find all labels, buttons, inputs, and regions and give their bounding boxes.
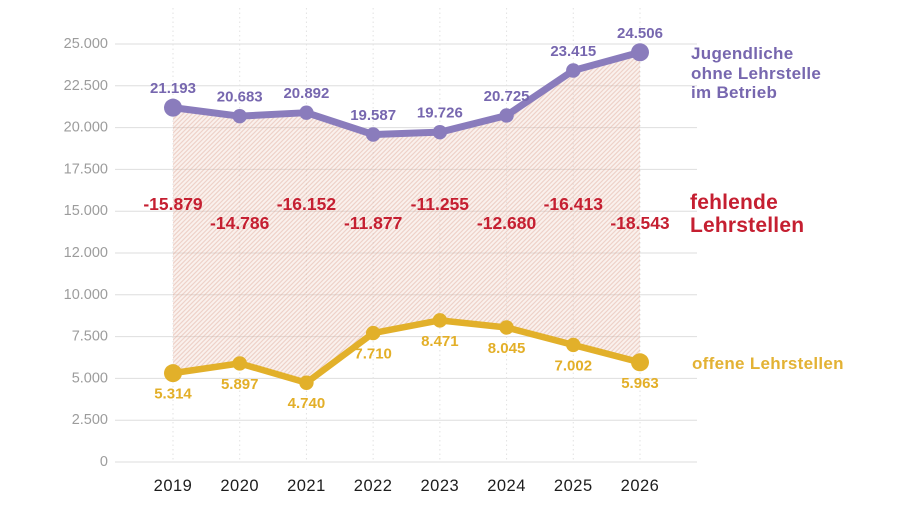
legend-jugendliche-line3: im Betrieb (691, 83, 778, 102)
gap-value-label: -11.877 (344, 213, 402, 233)
x-tick-label: 2022 (354, 477, 393, 495)
x-tick-label: 2020 (220, 477, 259, 495)
y-tick-label: 12.000 (64, 245, 108, 261)
y-tick-label: 17.500 (64, 161, 108, 177)
gap-value-label: -12.680 (477, 213, 537, 233)
legend-jugendliche-line1: Jugendliche (691, 44, 794, 63)
legend-fehlende-line2: Lehrstellen (690, 214, 805, 237)
series-jugendliche-point (299, 105, 314, 120)
x-tick-label: 2023 (420, 477, 459, 495)
x-tick-label: 2025 (554, 477, 593, 495)
gap-band-hatch (173, 52, 640, 383)
series-offene-point (232, 356, 247, 371)
series-jugendliche-point (232, 108, 247, 124)
series-offene-value-label: 7.710 (354, 346, 392, 363)
y-tick-label: 25.000 (64, 36, 108, 52)
legend-fehlende-line1: fehlende (690, 191, 778, 214)
series-jugendliche-value-label: 20.683 (217, 89, 263, 106)
series-jugendliche-value-label: 19.587 (350, 107, 396, 124)
y-tick-label: 0 (100, 454, 108, 470)
y-tick-label: 15.000 (64, 203, 108, 219)
legend-jugendliche-ohne-lehrstelle: Jugendliche ohne Lehrstelle im Betrieb (691, 44, 821, 103)
gap-value-label: -14.786 (210, 213, 270, 233)
series-jugendliche-line (169, 48, 644, 139)
series-jugendliche-value-label: 23.415 (550, 43, 596, 60)
series-jugendliche-point (566, 63, 581, 78)
legend-jugendliche-line2: ohne Lehrstelle (691, 63, 822, 83)
series-offene-line (169, 317, 644, 386)
series-offene-point (499, 320, 514, 335)
series-offene-value-label: 4.740 (288, 395, 326, 412)
gap-value-label: -11.255 (411, 194, 470, 214)
x-tick-label: 2024 (487, 477, 526, 495)
legend-fehlende-lehrstellen: fehlende Lehrstellen (690, 191, 804, 237)
y-tick-label: 7.500 (72, 329, 108, 345)
series-offene-value-label: 8.045 (488, 340, 526, 357)
gap-value-label: -16.152 (277, 194, 337, 214)
series-jugendliche-point (365, 127, 381, 142)
legend-offene-label: offene Lehrstellen (692, 354, 844, 373)
series-jugendliche-point (164, 98, 182, 117)
legend-offene-lehrstellen: offene Lehrstellen (692, 354, 844, 374)
series-offene-value-label: 5.314 (154, 386, 192, 403)
gap-value-label: -18.543 (610, 213, 670, 233)
y-tick-label: 22.500 (64, 78, 108, 94)
series-jugendliche-value-label: 20.725 (484, 88, 530, 105)
series-jugendliche-value-label: 21.193 (150, 80, 196, 97)
series-jugendliche-point (499, 108, 514, 123)
series-offene-point (566, 337, 581, 353)
y-tick-label: 20.000 (64, 120, 108, 136)
series-jugendliche-point (631, 43, 649, 62)
series-offene-point (631, 353, 649, 372)
x-tick-label: 2019 (154, 477, 193, 495)
series-offene-value-label: 5.963 (621, 375, 659, 392)
series-offene-point (299, 375, 314, 390)
series-jugendliche-point (432, 124, 448, 140)
series-offene-point (365, 325, 381, 341)
series-offene-point (432, 313, 448, 328)
y-tick-label: 2.500 (72, 412, 108, 428)
series-jugendliche-value-label: 24.506 (617, 25, 663, 42)
y-tick-label: 5.000 (72, 370, 108, 386)
x-tick-label: 2021 (287, 477, 326, 495)
series-offene-value-label: 7.002 (555, 357, 593, 374)
series-offene-value-label: 5.897 (221, 376, 259, 393)
gap-value-label: -15.879 (143, 194, 203, 214)
series-jugendliche-value-label: 20.892 (283, 85, 329, 102)
series-jugendliche-value-label: 19.726 (417, 105, 463, 122)
x-tick-label: 2026 (621, 477, 660, 495)
series-offene-value-label: 8.471 (421, 333, 459, 350)
series-offene-point (164, 364, 182, 383)
gap-value-label: -16.413 (544, 194, 604, 214)
y-tick-label: 10.000 (64, 287, 108, 303)
